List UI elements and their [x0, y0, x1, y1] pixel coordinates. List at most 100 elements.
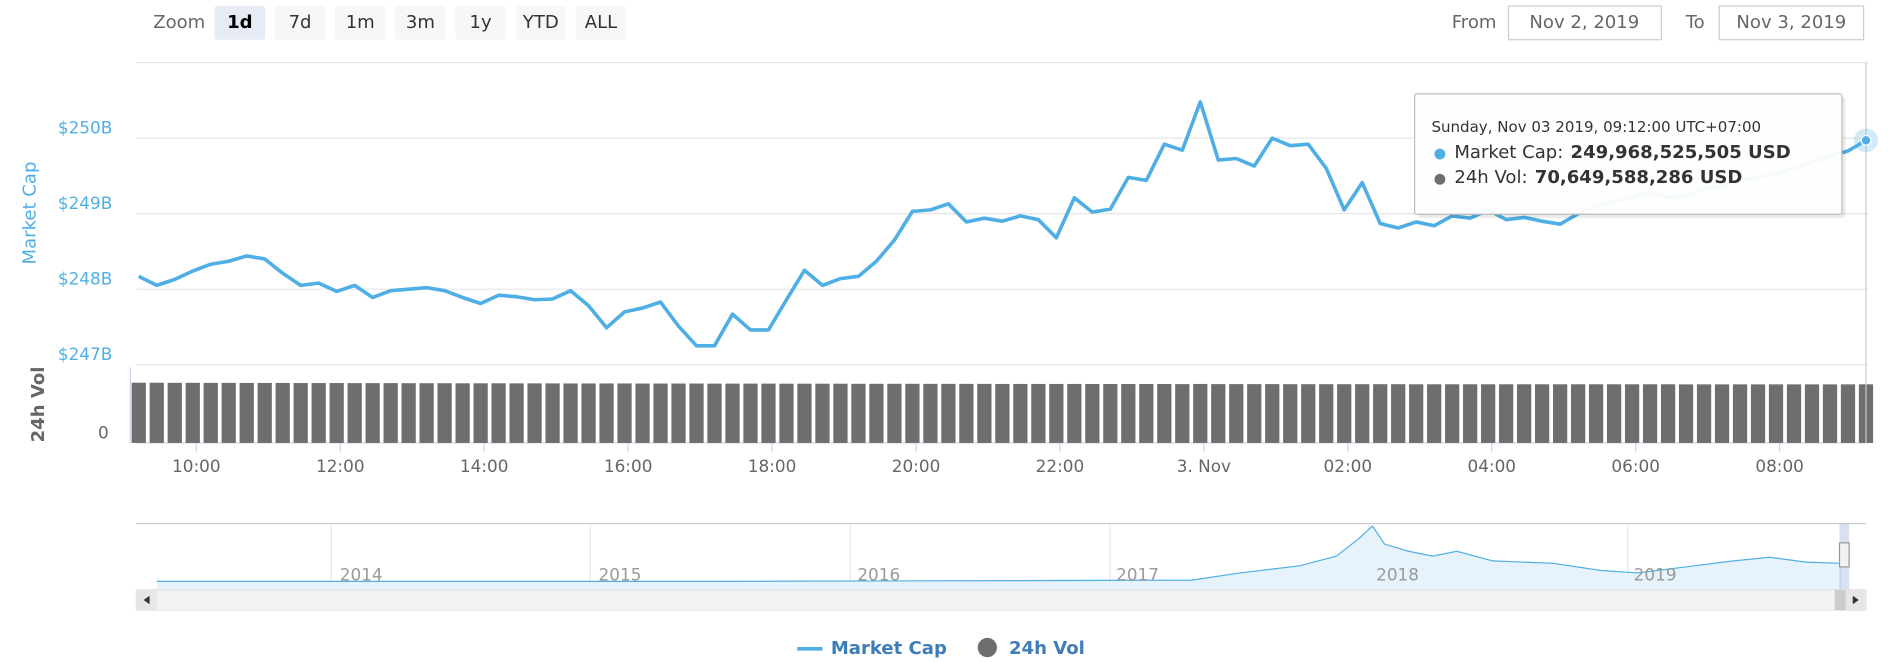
zoom-button[interactable] [455, 6, 506, 40]
volume-bar [149, 382, 164, 443]
volume-bar [1085, 384, 1100, 443]
to-value[interactable]: Nov 3, 2019 [1736, 12, 1846, 33]
legend-label[interactable]: 24h Vol [1009, 638, 1085, 659]
scrollbar-right-arrow [1852, 595, 1859, 605]
volume-bar [1822, 384, 1838, 443]
x-tick-label: 10:00 [172, 456, 221, 476]
legend-label[interactable]: Market Cap [831, 638, 947, 659]
y2-tick-label: 0 [98, 422, 109, 442]
navigator-handle[interactable] [1838, 542, 1850, 568]
navigator-label: 2017 [1116, 564, 1159, 584]
x-tick-label: 06:00 [1611, 456, 1660, 476]
tooltip-row: Market Cap: 249,968,525,505 USD [1454, 142, 1790, 163]
zoom-button-label[interactable]: ALL [585, 12, 617, 33]
navigator-label: 2019 [1634, 564, 1677, 584]
volume-bar [383, 383, 398, 443]
navigator-label: 2018 [1376, 564, 1419, 584]
volume-bar [1157, 384, 1172, 443]
volume-bar [1031, 383, 1046, 443]
volume-bar [707, 383, 722, 443]
volume-bar [869, 383, 884, 443]
volume-bar [653, 383, 668, 443]
volume-bar [779, 383, 794, 443]
tooltip-value: 249,968,525,505 USD [1571, 142, 1791, 163]
tooltip-header: Sunday, Nov 03 2019, 09:12:00 UTC+07:00 [1431, 118, 1761, 136]
scrollbar-track[interactable] [135, 589, 1867, 611]
y-tick-label: $247B [58, 344, 112, 364]
volume-bar [1588, 384, 1604, 443]
to-label: To [1685, 12, 1705, 33]
volume-bar [1786, 384, 1802, 443]
x-tick-label: 12:00 [316, 456, 365, 476]
volume-bar [203, 382, 218, 443]
zoom-button-label[interactable]: 3m [406, 12, 435, 33]
zoom-button-label[interactable]: 1d [227, 12, 252, 33]
volume-bar [635, 383, 650, 443]
volume-bar [1463, 384, 1478, 443]
x-tick-label: 14:00 [460, 456, 509, 476]
navigator-label: 2014 [340, 564, 383, 584]
volume-bar [221, 382, 236, 443]
legend-symbol[interactable] [977, 637, 997, 658]
navigator-line [156, 525, 1842, 582]
volume-bar [1481, 384, 1496, 443]
from-value[interactable]: Nov 2, 2019 [1529, 12, 1639, 33]
tooltip-row: 24h Vol: 70,649,588,286 USD [1454, 167, 1742, 188]
x-tick-label: 02:00 [1324, 456, 1373, 476]
to-input[interactable] [1718, 5, 1865, 41]
zoom-button[interactable] [214, 6, 266, 40]
volume-bar [329, 383, 344, 443]
from-input[interactable] [1507, 5, 1662, 41]
volume-bar [923, 383, 938, 443]
volume-bar [671, 383, 686, 443]
volume-bar [419, 383, 434, 443]
x-tick-label: 18:00 [748, 456, 797, 476]
volume-bar [905, 383, 920, 443]
zoom-button[interactable] [515, 6, 567, 40]
volume-bar [851, 383, 866, 443]
zoom-button[interactable] [334, 6, 386, 40]
volume-bar [401, 383, 416, 443]
volume-bar [239, 382, 254, 443]
volume-bar [815, 383, 830, 443]
volume-bar [1840, 384, 1856, 443]
zoom-button-label[interactable]: YTD [522, 12, 559, 33]
volume-bar [743, 383, 758, 443]
volume-bar [887, 383, 902, 443]
volume-bar [185, 382, 200, 443]
tooltip-label: Market Cap: [1454, 142, 1563, 163]
volume-bar [1211, 384, 1226, 443]
volume-bar [1373, 384, 1388, 443]
y-tick-label: $250B [58, 117, 112, 137]
zoom-button-label[interactable]: 1y [470, 12, 492, 33]
volume-bar [1696, 384, 1712, 443]
volume-bar [527, 383, 542, 443]
volume-bar [275, 382, 290, 443]
volume-bar [1139, 384, 1154, 443]
volume-bar [1391, 384, 1406, 443]
zoom-button[interactable] [395, 6, 446, 40]
volume-bar [257, 382, 272, 443]
zoom-button[interactable] [575, 6, 627, 40]
y-tick-label: $248B [58, 269, 112, 289]
volume-bar [1247, 384, 1262, 443]
volume-bar [1499, 384, 1514, 443]
zoom-button-label[interactable]: 1m [346, 12, 375, 33]
volume-bar [761, 383, 776, 443]
volume-bar [1193, 383, 1208, 443]
zoom-button-label[interactable]: 7d [289, 12, 312, 33]
volume-bar [1517, 384, 1532, 443]
volume-bar [1606, 384, 1622, 443]
from-label: From [1452, 12, 1497, 33]
volume-bar [437, 383, 452, 443]
zoom-label: Zoom [153, 12, 205, 33]
y-tick-label: $249B [58, 193, 112, 213]
volume-bar [293, 383, 308, 443]
zoom-button[interactable] [274, 6, 326, 40]
volume-bar [959, 383, 974, 443]
volume-bar [1229, 384, 1244, 443]
scrollbar-left-arrow [143, 595, 150, 605]
volume-bar [347, 383, 362, 443]
volume-bar [563, 383, 578, 443]
x-tick-label: 16:00 [604, 456, 653, 476]
